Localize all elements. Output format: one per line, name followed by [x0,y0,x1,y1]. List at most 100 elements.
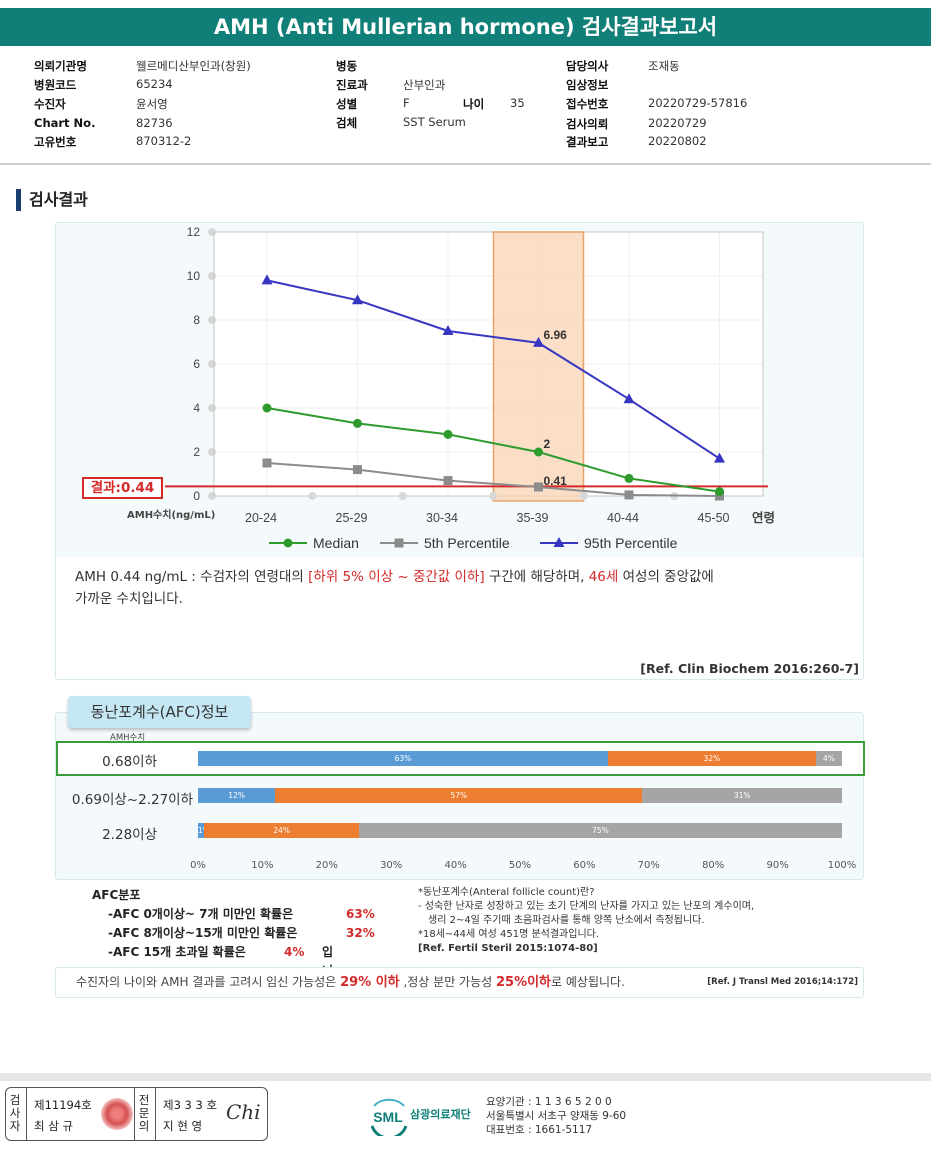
afc-seg-gray: 31% [642,788,842,803]
data-point [534,447,543,457]
x-tick-dot [579,492,588,500]
data-point [262,458,272,468]
series-line [266,407,720,493]
afc-note-line: 생리 2~4일 주기때 초음파검사를 통해 양쪽 난소에서 측정됩니다. [428,915,705,926]
x-tick-dot [398,492,407,500]
y-tick-dot [208,404,216,412]
seal-icon [101,1098,133,1130]
legend-label: 5th Percentile [424,535,510,551]
afc-seg-gray: 75% [358,823,842,838]
interp-part: AMH 0.44 ng/mL : 수검자의 연령대의 [75,569,309,585]
afc-axis-tick: 90% [766,860,789,871]
legend-marker [553,537,565,547]
y-tick-label: 2 [193,445,200,459]
prediction-box: 수진자의 나이와 AMH 결과를 고려시 임신 가능성은 29% 이하 ,정상 … [55,967,864,998]
x-tick-dot [489,492,498,500]
afc-dist-text: -AFC 15개 초과일 확률은 [108,945,246,959]
interp-range: [하위 5% 이상 ~ 중간값 이하] [308,569,485,585]
info-label: 의뢰기관명 [34,59,87,73]
data-point [624,490,634,500]
logo-text: SML [373,1109,403,1125]
data-point [353,465,362,475]
interp-part: 구간에 해당하며, [484,569,589,585]
data-point [715,487,724,497]
data-point [443,429,453,439]
y-tick-dot [208,272,216,280]
afc-axis-tick: 60% [573,860,596,871]
data-point [533,336,544,347]
x-end-label: 연령 [752,510,775,525]
org-name: 삼광의료재단 [410,1108,471,1121]
x-tick-label: 35-39 [517,511,549,525]
info-label: 담당의사 [566,59,609,73]
afc-axis-tick: 80% [702,860,725,871]
info-label: Chart No. [34,116,96,130]
age-value: 35 [510,96,525,110]
sign-divider [155,1088,156,1140]
info-label: 결과보고 [566,135,609,149]
plot-border [213,231,764,497]
afc-dist-text: -AFC 8개이상~15개 미만인 확률은 [108,926,298,940]
interpretation-box [56,557,863,679]
specialist-no: 제3 3 3 호 [163,1098,218,1112]
org-line: 대표번호 : 1661-5117 [486,1124,593,1136]
result-badge: 결과:0.44 [82,477,163,499]
afc-row-label: 0.69이상~2.27이하 [71,792,193,808]
afc-dist-pct: 32% [346,926,375,940]
afc-dist-text: -AFC 0개이상~ 7개 미만인 확률은 [108,907,294,921]
x-tick-dot [308,492,317,500]
afc-sub-label: AMH수치 [110,733,146,743]
afc-axis-tick: 10% [251,860,274,871]
signature-box: 검사자 제11194호 최 삼 규 전문의 제3 3 3 호 지 현 영 Chi [5,1087,268,1141]
info-label: 검사의뢰 [566,117,609,131]
afc-note-line: *18세~44세 여성 451명 분석결과입니다. [418,929,600,940]
info-value: F [403,96,410,110]
interpretation-text: AMH 0.44 ng/mL : 수검자의 연령대의 [하위 5% 이상 ~ 중… [75,566,855,610]
info-label: 진료과 [336,78,368,92]
data-point [623,393,635,404]
interp-age: 46세 [588,569,619,585]
info-value: 82736 [136,116,173,130]
series-line [266,462,720,497]
x-tick-label: 25-29 [336,511,368,525]
examiner-name: 최 삼 규 [34,1119,74,1133]
afc-note-ref: [Ref. Fertil Steril 2015:1074-80] [418,943,598,954]
x-tick-label: 40-44 [607,511,639,525]
afc-seg-orange: 32% [607,751,816,766]
info-value: 20220729 [648,116,707,130]
data-point [534,482,543,492]
afc-axis-tick: 50% [508,860,532,871]
afc-axis-tick: 70% [637,860,660,871]
y-tick-label: 8 [193,313,200,327]
signature-icon: Chi [226,1100,261,1124]
info-value: SST Serum [403,115,466,129]
legend-marker [283,538,293,548]
y-tick-label: 4 [193,401,200,415]
data-label: 6.96 [544,328,568,342]
amh-chart: 0 2 4 6 8 10 12 6.96 2 0.41 20-24 25-29 30-34 35-39 40… [127,225,775,551]
afc-bar: 1% 24% 75% [198,823,842,838]
sign-divider [134,1088,135,1140]
x-tick-label: 30-34 [426,511,458,525]
org-info: 요양기관 : 1 1 3 6 5 2 0 0 서울특별시 서초구 양재동 9-6… [486,1095,626,1137]
interp-part: 여성의 중앙값에 [618,569,714,585]
info-value: 조재동 [648,59,680,73]
pred-pregnancy: 29% 이하 [340,975,400,990]
afc-note-line: - 성숙한 난자로 성장하고 있는 초기 단계의 난자를 가지고 있는 난포의 … [418,901,755,912]
pred-part: ,정상 분만 가능성 [399,975,496,989]
info-value: 윤서영 [136,97,168,111]
sml-logo-icon: SML [370,1098,408,1136]
y-tick-label: 0 [193,489,200,503]
y-tick-label: 10 [187,269,201,283]
pred-part: 로 예상됩니다. [551,975,625,989]
afc-dist-pct: 63% [346,907,375,921]
data-point [714,452,725,463]
afc-seg-orange: 24% [204,823,359,838]
data-point [261,274,273,285]
info-label: 병원코드 [34,78,77,92]
data-point [442,325,454,335]
role-specialist: 전문의 [138,1093,150,1133]
legend-label: 95th Percentile [584,535,678,551]
y-tick-dot [208,360,216,368]
examiner-no: 제11194호 [34,1098,92,1112]
